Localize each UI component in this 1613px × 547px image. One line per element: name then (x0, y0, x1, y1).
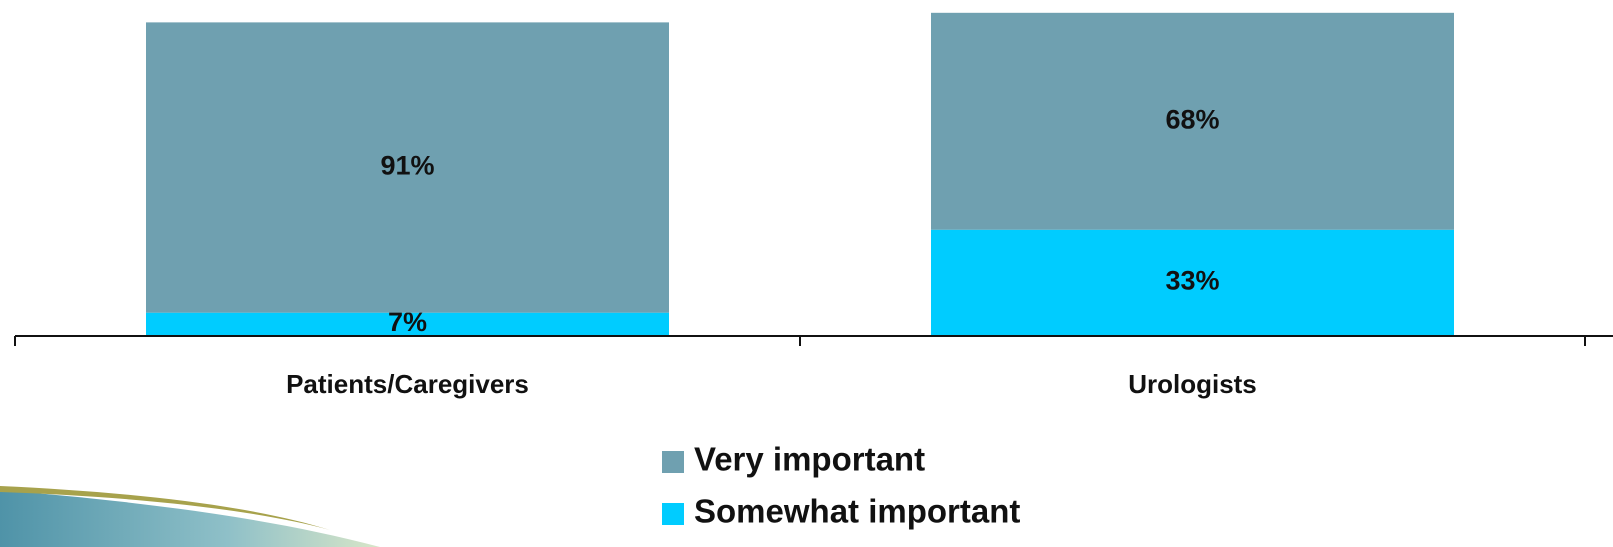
legend-swatch (662, 503, 684, 525)
bar-segment (931, 12, 1454, 230)
data-label: 33% (1165, 265, 1219, 295)
bar-segment (146, 22, 669, 313)
legend-label: Very important (694, 441, 925, 478)
decoration (0, 490, 380, 547)
legend-label: Somewhat important (694, 493, 1020, 530)
x-tick-label: Patients/Caregivers (286, 369, 529, 399)
plot: Patients/Caregivers7%91%Urologists33%68%… (14, 12, 1586, 530)
x-tick-label: Urologists (1128, 369, 1257, 399)
decoration (0, 486, 330, 530)
data-label: 68% (1165, 104, 1219, 134)
bar-segment (931, 229, 1454, 335)
bar-segment (146, 312, 669, 335)
data-label: 91% (380, 151, 434, 181)
legend-swatch (662, 451, 684, 473)
